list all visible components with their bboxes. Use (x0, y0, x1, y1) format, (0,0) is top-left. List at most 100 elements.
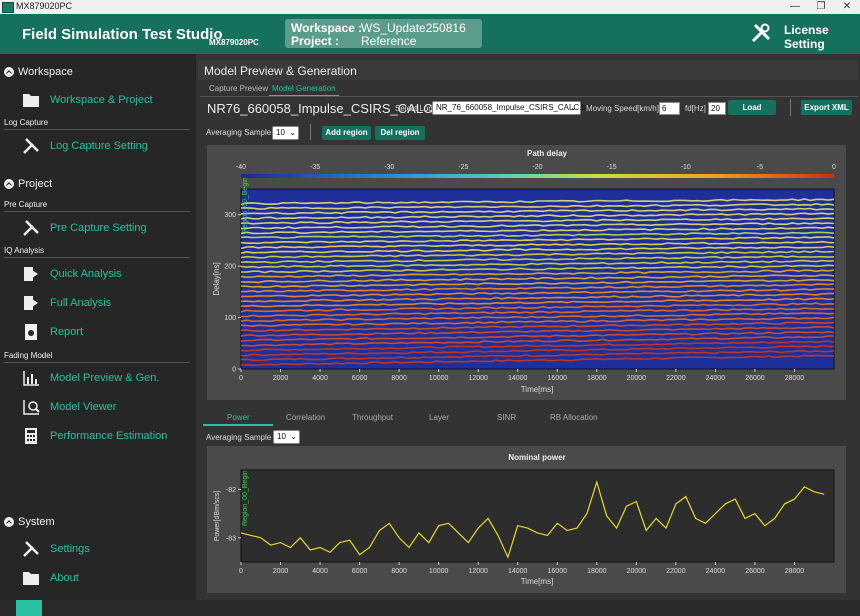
y-tick-label: 0 (232, 367, 236, 374)
sidebar-item-label: Workspace & Project (50, 94, 153, 106)
heatmap-trace (241, 325, 834, 337)
quick-analysis-icon (24, 267, 38, 281)
x-tick-label: 8000 (391, 568, 407, 575)
power-series (240, 480, 825, 559)
load-button[interactable]: Load (728, 100, 776, 115)
heatmap-trace (241, 255, 834, 264)
select-log-dropdown[interactable]: NR_76_660058_Impulse_CSIRS_CALC.bin ⌄ (432, 101, 592, 115)
tab-rb-allocation[interactable]: RB Allocation (550, 413, 598, 422)
app-icon (2, 2, 14, 13)
heatmap-trace (241, 198, 834, 206)
path-delay-svg: Path delay -40 -35 -30 -25 -20 -15 -10 -5 0 Regi… (212, 149, 836, 394)
y-tick-label: -82 (226, 487, 236, 494)
path-delay-chart: Path delay -40 -35 -30 -25 -20 -15 -10 -5 0 Regi… (207, 145, 846, 400)
tab-sinr[interactable]: SINR (497, 413, 517, 422)
wrench-icon (23, 220, 39, 236)
divider (790, 99, 791, 116)
collapse-icon (4, 179, 14, 190)
bar-chart-icon (23, 371, 39, 386)
maximize-button[interactable]: ❐ (816, 1, 826, 12)
collapse-icon (4, 517, 14, 528)
workspace-value: WS_Update250816 (361, 21, 466, 35)
moving-speed-input[interactable]: 6 (659, 102, 680, 115)
region-annotation: Region_00_Begin (242, 470, 249, 526)
nominal-power-svg: Nominal power Region_00_Begin 0 2000 4000 6… (214, 453, 835, 586)
averaging-sample-label-2: Averaging Sample (206, 433, 272, 442)
close-button[interactable]: ✕ (842, 1, 852, 12)
section-label: System (18, 516, 55, 528)
status-log-icon[interactable] (16, 600, 42, 616)
sidebar-item-label: About (50, 572, 79, 584)
minimize-button[interactable]: — (790, 1, 800, 12)
add-region-button[interactable]: Add region (322, 126, 371, 140)
heatmap-trace (241, 292, 834, 303)
sidebar: Workspace Workspace & Project Log Captur… (0, 54, 196, 616)
x-tick-label: 10000 (429, 375, 449, 382)
x-tick-label: 4000 (312, 568, 328, 575)
system-section-header[interactable]: System (4, 516, 55, 528)
section-label: Project (18, 178, 53, 190)
x-tick-label: 10000 (429, 568, 449, 575)
workspace-section-header[interactable]: Workspace (4, 66, 73, 78)
heatmap-trace (241, 297, 834, 308)
divider (200, 96, 858, 97)
y-tick-label: -83 (226, 535, 236, 542)
heatmap-trace (241, 330, 834, 342)
sidebar-item-label: Model Preview & Gen. (50, 372, 160, 384)
heatmap-trace (241, 226, 834, 235)
sidebar-item-label: Report (50, 326, 84, 338)
heatmap-trace (241, 245, 834, 254)
y-tick-label: 100 (224, 315, 236, 322)
heatmap-trace (241, 335, 834, 347)
status-bar (0, 600, 860, 616)
x-tick-label: 24000 (706, 375, 726, 382)
x-tick-label: 18000 (587, 568, 607, 575)
y-tick-label: 300 (224, 212, 236, 219)
tab-model-generation[interactable]: Model Generation (272, 84, 336, 93)
app-title: Field Simulation Test Studio (22, 26, 223, 43)
tab-capture-preview[interactable]: Capture Preview (209, 84, 269, 93)
x-axis-label: Time[ms] (521, 385, 554, 394)
heatmap-trace (241, 316, 834, 328)
heatmap-trace (241, 278, 834, 289)
x-tick-label: 2000 (273, 568, 289, 575)
file-name: NR76_660058_Impulse_CSIRS_CALC.bin (207, 101, 454, 116)
x-tick-label: 28000 (785, 568, 805, 575)
full-analysis-icon (24, 296, 38, 310)
window-title: MX879020PC (16, 1, 73, 11)
y-axis-ticks: 0 100 200 300 (224, 212, 241, 374)
project-section-header[interactable]: Project (4, 178, 52, 190)
report-icon (25, 324, 37, 340)
colorbar-tick-label: -20 (532, 164, 542, 171)
tab-throughput[interactable]: Throughput (352, 413, 393, 422)
select-log-label: Select Log (395, 104, 433, 113)
tab-layer[interactable]: Layer (429, 413, 450, 422)
chart-search-icon (23, 400, 40, 415)
export-xml-button[interactable]: Export XML (801, 100, 852, 115)
tab-power[interactable]: Power (227, 413, 250, 422)
averaging-sample-dropdown[interactable]: 10 ⌄ (272, 126, 299, 140)
x-tick-label: 26000 (745, 375, 765, 382)
x-tick-label: 20000 (627, 375, 647, 382)
heatmap-trace (241, 231, 834, 239)
x-tick-label: 26000 (745, 568, 765, 575)
wrench-screwdriver-icon[interactable] (750, 22, 772, 44)
heatmap-trace (241, 222, 834, 230)
x-tick-label: 12000 (468, 568, 488, 575)
averaging-sample-dropdown-2[interactable]: 10 ⌄ (273, 430, 300, 444)
heatmap-trace (241, 307, 834, 318)
x-tick-label: 0 (239, 375, 243, 382)
heatmap-trace (241, 349, 834, 362)
del-region-button[interactable]: Del region (375, 126, 425, 140)
license-setting-button[interactable]: License Setting (784, 23, 829, 51)
fd-input[interactable]: 20 (708, 102, 726, 115)
pre-capture-subheader: Pre Capture (4, 200, 48, 209)
window-title-bar: MX879020PC — ❐ ✕ (0, 0, 860, 14)
y-axis-label: Delay[ns] (212, 262, 221, 295)
heatmap-trace (241, 217, 834, 225)
heatmap-trace (241, 235, 834, 245)
tab-correlation[interactable]: Correlation (286, 413, 326, 422)
divider (310, 124, 311, 140)
heatmap-trace (241, 269, 834, 279)
folder-icon (23, 572, 39, 585)
